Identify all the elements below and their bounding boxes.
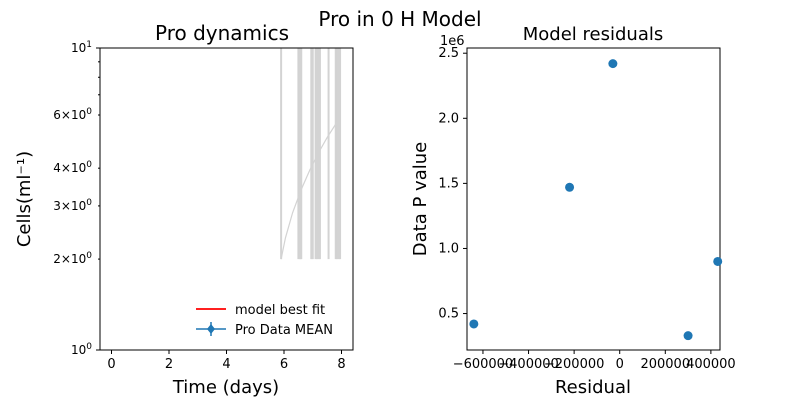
right-plot-title: Model residuals: [523, 24, 663, 45]
left-y-axis: 100 2×100 3×100 4×100 6×100 101: [53, 40, 100, 357]
legend-marker-pro-data-mean: [207, 324, 215, 334]
right-x-tick-label-5: 400000: [686, 357, 736, 372]
left-legend: model best fit Pro Data MEAN: [196, 303, 333, 338]
scatter-point-0: [469, 319, 479, 329]
left-x-axis: 0 2 4 6 8: [107, 350, 346, 372]
left-y-tick-label-4: 6×100: [53, 107, 92, 122]
left-x-tick-label-0: 0: [107, 357, 115, 372]
left-x-tick-label-3: 6: [280, 357, 288, 372]
left-y-tick-label-5: 101: [71, 40, 92, 55]
right-y-axis: 0.5 1.0 1.5 2.0 2.5: [438, 46, 467, 322]
right-x-tick-label-2: −200000: [544, 357, 605, 372]
right-y-offset-text: 1e6: [440, 34, 465, 49]
scatter-point-2: [608, 59, 618, 69]
right-plot-model-residuals: Model residuals 1e6 −600000−400000−20000…: [410, 24, 736, 398]
left-x-axis-label: Time (days): [172, 377, 279, 398]
ensemble-curve: [280, 116, 341, 260]
right-y-tick-label-0: 0.5: [438, 307, 459, 322]
right-y-tick-label-4: 2.5: [438, 46, 459, 61]
ensemble-group: [280, 48, 342, 260]
right-y-axis-label: Data P value: [410, 142, 431, 256]
right-plot-frame: [466, 47, 721, 351]
left-y-axis-label: Cells(ml⁻¹): [14, 151, 35, 247]
right-x-axis-label: Residual: [555, 377, 631, 398]
scatter-points: [469, 59, 723, 341]
right-x-tick-label-1: −400000: [498, 357, 559, 372]
left-y-tick-label-3: 4×100: [53, 160, 92, 175]
scatter-point-4: [713, 256, 723, 266]
legend-label-pro-data-mean: Pro Data MEAN: [235, 323, 333, 338]
scatter-point-1: [565, 182, 575, 192]
scatter-point-3: [683, 331, 693, 341]
left-y-tick-label-1: 2×100: [53, 251, 92, 266]
right-x-tick-label-0: −600000: [453, 357, 514, 372]
right-x-tick-label-4: 200000: [640, 357, 690, 372]
legend-label-model-best-fit: model best fit: [235, 303, 325, 318]
left-y-tick-label-2: 3×100: [53, 198, 92, 213]
left-plot-pro-dynamics: Pro dynamics 0 2 4 6 8 100 2×100 3×100 4×100 6×1…: [14, 21, 354, 398]
left-plot-title: Pro dynamics: [155, 21, 289, 45]
right-y-tick-label-1: 1.0: [438, 241, 459, 256]
left-y-tick-label-0: 100: [71, 342, 92, 357]
right-y-tick-label-3: 2.0: [438, 111, 459, 126]
figure-suptitle: Pro in 0 H Model: [318, 7, 481, 31]
left-x-tick-label-2: 4: [222, 357, 230, 372]
right-x-tick-label-3: 0: [616, 357, 624, 372]
left-x-tick-label-1: 2: [165, 357, 173, 372]
right-y-tick-label-2: 1.5: [438, 176, 459, 191]
left-x-tick-label-4: 8: [337, 357, 345, 372]
